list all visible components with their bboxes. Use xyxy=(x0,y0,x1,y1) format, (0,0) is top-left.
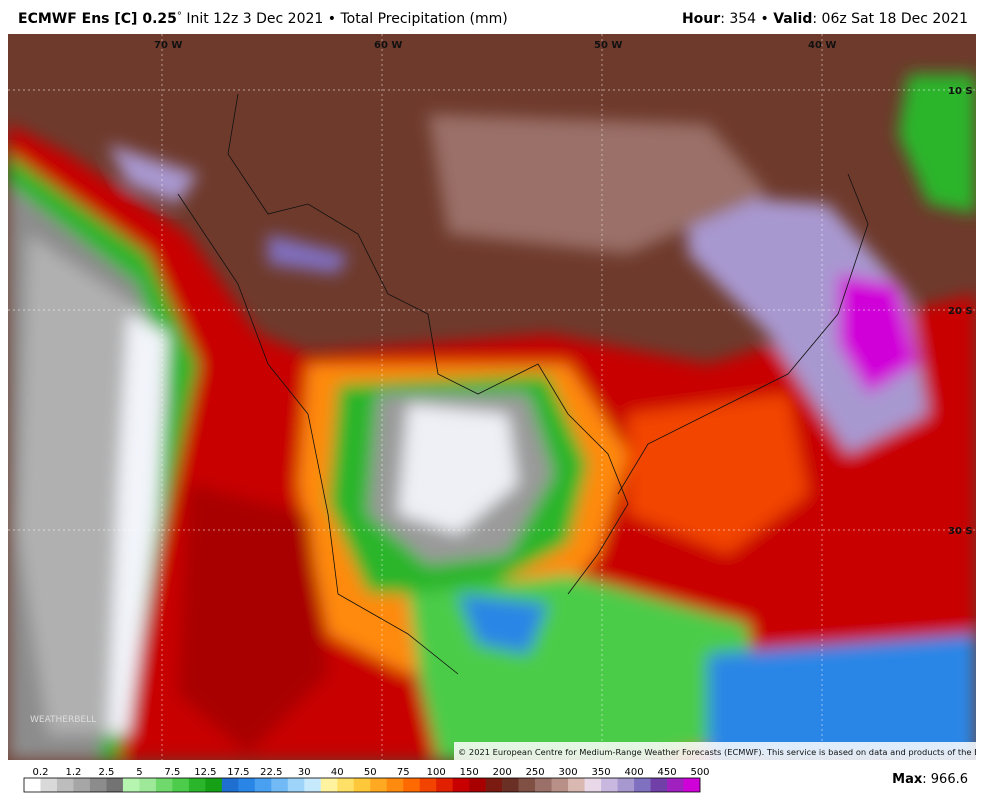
colorbar-swatch xyxy=(403,778,421,792)
latitude-label: 20 S xyxy=(948,306,973,317)
colorbar-label: 500 xyxy=(690,767,709,778)
colorbar-label: 5 xyxy=(136,767,142,778)
colorbar-swatch xyxy=(40,778,58,792)
colorbar-label: 1.2 xyxy=(66,767,82,778)
colorbar-swatch xyxy=(683,778,701,792)
valid-label: Valid xyxy=(773,11,813,27)
colorbar-swatch xyxy=(221,778,239,792)
colorbar-swatch xyxy=(254,778,272,792)
colorbar-label: 200 xyxy=(493,767,512,778)
colorbar-swatch xyxy=(122,778,140,792)
colorbar-swatch xyxy=(485,778,503,792)
map: 70 W 60 W 50 W 40 W 10 S 20 S 30 S WEATHERBELL… xyxy=(8,34,976,760)
degree: ° xyxy=(176,11,182,22)
colorbar-label: 250 xyxy=(526,767,545,778)
colorbar-swatch xyxy=(386,778,404,792)
colorbar-swatch xyxy=(89,778,107,792)
colorbar-swatch xyxy=(172,778,190,792)
colorbar-frame xyxy=(23,777,701,793)
subtitle: Init 12z 3 Dec 2021 • Total Precipitatio… xyxy=(186,11,508,27)
max-value: : 966.6 xyxy=(922,772,968,787)
axis-labels: 70 W 60 W 50 W 40 W 10 S 20 S 30 S xyxy=(154,40,973,537)
valid-value: : 06z Sat 18 Dec 2021 xyxy=(812,11,968,27)
longitude-label: 70 W xyxy=(154,40,182,51)
longitude-label: 40 W xyxy=(808,40,836,51)
graticule xyxy=(8,34,976,760)
colorbar-label: 75 xyxy=(397,767,410,778)
colorbar-swatch xyxy=(139,778,157,792)
colorbar-swatch xyxy=(287,778,305,792)
colorbar-swatch xyxy=(650,778,668,792)
colorbar-swatch xyxy=(568,778,585,792)
max: Max: 966.6 xyxy=(892,772,968,787)
colorbar-swatch xyxy=(419,778,437,792)
max-label: Max xyxy=(892,772,923,787)
colorbar-label: 350 xyxy=(592,767,611,778)
title: ECMWF Ens [C] 0.25 xyxy=(18,11,177,27)
colorbar-label: 30 xyxy=(298,767,311,778)
title-line: ECMWF Ens [C] 0.25° Init 12z 3 Dec 2021 … xyxy=(18,11,508,27)
latitude-label: 10 S xyxy=(948,86,973,97)
colorbar-label: 50 xyxy=(364,767,377,778)
colorbar-swatch xyxy=(535,778,552,792)
colorbar-swatch xyxy=(271,778,289,792)
colorbar-label: 300 xyxy=(559,767,578,778)
colorbar-swatch xyxy=(155,778,173,792)
colorbar-swatch xyxy=(73,778,91,792)
credit: © 2021 European Centre for Medium-Range … xyxy=(458,747,976,757)
colorbar-swatch xyxy=(304,778,322,792)
colorbar-swatch xyxy=(601,778,618,792)
hour-label: Hour xyxy=(681,11,721,27)
colorbar-swatch xyxy=(56,778,74,792)
longitude-label: 60 W xyxy=(374,40,402,51)
colorbar-swatch xyxy=(337,778,355,792)
precip-field xyxy=(8,74,976,760)
colorbar: 0.2 1.2 2.5 5 7.5 12.5 17.5 22.5 30 40 50 75 100 150 2… xyxy=(23,767,710,793)
colorbar-label: 100 xyxy=(427,767,446,778)
colorbar-label: 450 xyxy=(657,767,676,778)
colorbar-label: 0.2 xyxy=(33,767,49,778)
colorbar-swatch xyxy=(634,778,651,792)
colorbar-swatch xyxy=(370,778,388,792)
colorbar-label: 40 xyxy=(331,767,344,778)
colorbar-label: 400 xyxy=(625,767,644,778)
borders xyxy=(177,93,869,675)
colorbar-label: 7.5 xyxy=(164,767,180,778)
colorbar-swatch xyxy=(518,778,536,792)
colorbar-swatch xyxy=(106,778,124,792)
colorbar-swatch xyxy=(436,778,453,792)
colorbar-swatch xyxy=(353,778,371,792)
latitude-label: 30 S xyxy=(948,526,973,537)
colorbar-swatch xyxy=(238,778,256,792)
colorbar-swatch xyxy=(24,778,41,792)
colorbar-label: 12.5 xyxy=(194,767,216,778)
colorbar-label: 150 xyxy=(460,767,479,778)
colorbar-swatch xyxy=(667,778,684,792)
colorbar-swatch xyxy=(188,778,206,792)
colorbar-label: 22.5 xyxy=(260,767,282,778)
colorbar-swatch xyxy=(205,778,223,792)
watermark: WEATHERBELL xyxy=(30,715,96,725)
colorbar-swatch xyxy=(584,778,602,792)
header: ECMWF Ens [C] 0.25° Init 12z 3 Dec 2021 … xyxy=(0,0,984,34)
colorbar-swatch xyxy=(551,778,569,792)
colorbar-swatch xyxy=(502,778,519,792)
colorbar-label: 2.5 xyxy=(98,767,114,778)
colorbar-label: 17.5 xyxy=(227,767,249,778)
colorbar-swatch xyxy=(469,778,486,792)
colorbar-swatch xyxy=(617,778,635,792)
hour-value: : 354 • xyxy=(720,11,774,27)
valid-line: Hour: 354 • Valid: 06z Sat 18 Dec 2021 xyxy=(682,11,968,27)
credit-box xyxy=(454,742,976,760)
longitude-label: 50 W xyxy=(594,40,622,51)
colorbar-swatch xyxy=(452,778,470,792)
colorbar-swatch xyxy=(320,778,338,792)
